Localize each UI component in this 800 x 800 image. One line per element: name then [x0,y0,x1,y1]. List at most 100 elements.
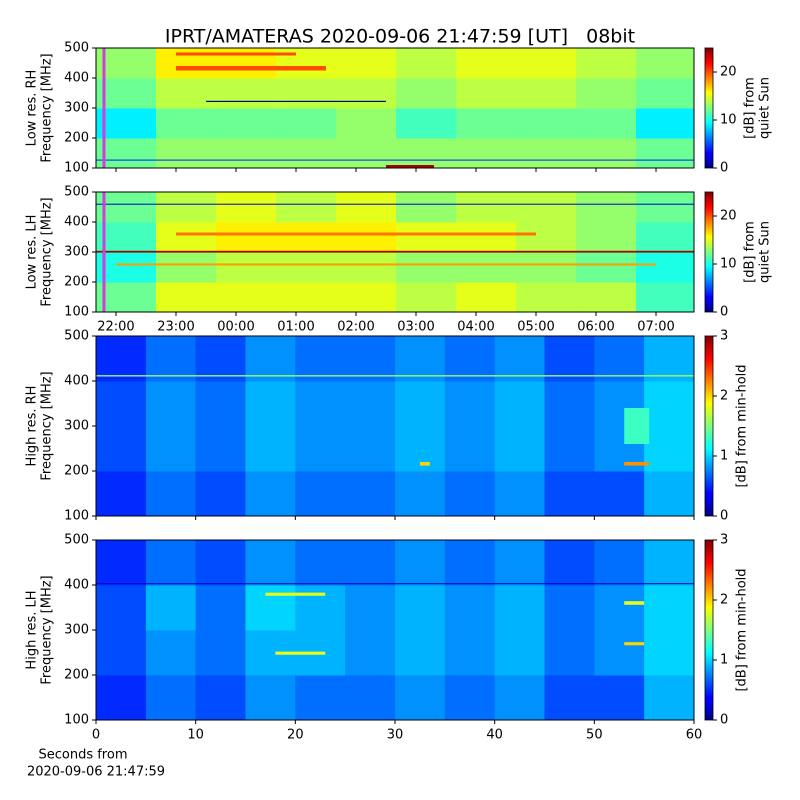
heatmap-cell [516,252,577,283]
colorbar-tick-label: 10 [720,257,737,272]
heatmap-cell [516,282,577,312]
heatmap-cell [245,540,296,586]
figure-title: IPRT/AMATERAS 2020-09-06 21:47:59 [UT] 0… [165,26,635,48]
heatmap-cell [636,222,694,253]
x-tick-label: 0 [92,728,100,743]
heatmap-cell [156,138,217,168]
heatmap-cell [576,78,637,109]
heatmap-cell [145,336,197,382]
heatmap-cell [276,252,337,283]
heatmap-cell [96,282,157,312]
y-tick-label: 400 [64,215,89,230]
colorbar-tick-label: 20 [720,209,737,224]
heatmap-cell [396,252,457,283]
heatmap-cell [245,471,296,516]
heatmap-cell [456,222,517,253]
heatmap-cell [395,381,446,427]
heatmap-cell [156,78,217,109]
y-axis-label: Frequency [MHz] [40,371,55,480]
colorbar-tick-label: 1 [720,653,728,668]
heatmap-cell [245,675,296,720]
colorbar-tick-label: 2 [720,593,728,608]
plot-area [96,192,694,312]
heatmap-cell [276,192,337,223]
heatmap-cell [644,381,694,427]
colorbar-tick-label: 3 [720,533,728,548]
spectral-band [96,583,694,585]
heatmap-cell [145,675,197,720]
heatmap-cell [576,282,637,312]
spectral-band [175,232,537,236]
heatmap-cell [444,381,496,427]
heatmap-cell [245,585,296,631]
heatmap-cell [456,192,517,223]
heatmap-cell [544,540,595,586]
heatmap-cell [494,675,545,720]
heatmap-cell [156,192,217,223]
heatmap-cell [395,336,446,382]
heatmap-cell [195,426,246,472]
y-tick-label: 500 [64,533,89,548]
heatmap-cell [216,192,277,223]
heatmap-cell [245,336,296,382]
heatmap-cell [636,48,694,79]
heatmap-cell [544,381,595,427]
spectral-band [265,592,326,596]
heatmap-cell [345,381,396,427]
spectral-band [624,642,645,646]
heatmap-cell [576,192,637,223]
heatmap-cell [145,630,197,676]
spectral-band [96,159,694,161]
heatmap-cell [96,630,147,676]
heatmap-cell [295,381,346,427]
heatmap-cell [594,471,645,516]
heatmap-cell [644,471,694,516]
heatmap-cell [396,222,457,253]
y-tick-label: 400 [64,578,89,593]
colorbar-label: quiet Sun [758,77,773,139]
heatmap-cell [576,252,637,283]
heatmap-cell [96,138,157,168]
y-axis-label: Frequency [MHz] [40,197,55,306]
y-tick-label: 300 [64,245,89,260]
plot-area [96,48,694,168]
spectral-band [275,651,326,655]
y-axis-label: Frequency [MHz] [40,53,55,162]
heatmap-cell [276,222,337,253]
colorbar-label: [dB] from [743,221,758,283]
heatmap-cell [345,336,396,382]
colorbar-tick-label: 0 [720,509,728,524]
colorbar-label: [dB] from [743,77,758,139]
heatmap-cell [494,471,545,516]
y-tick-label: 200 [64,668,89,683]
heatmap-cell [96,222,157,253]
heatmap-cell [195,585,246,631]
colorbar-tick-label: 10 [720,113,737,128]
heatmap-cell [195,675,246,720]
heatmap-cell [444,675,496,720]
colorbar-label: [dB] from min-hold [735,568,750,691]
heatmap-cell [516,192,577,223]
heatmap-cell [396,282,457,312]
heatmap-cell [276,108,337,139]
heatmap-cell [644,585,694,631]
heatmap-cell [456,138,517,168]
x-tick-label: 50 [586,728,603,743]
heatmap-cell [594,540,645,586]
spectral-band [96,203,694,205]
heatmap-cell [644,336,694,382]
heatmap-cell [456,282,517,312]
heatmap-cell [195,336,246,382]
colorbar-tick-label: 3 [720,329,728,344]
heatmap-cell [295,585,346,631]
spectral-band [96,375,694,377]
heatmap-cell [276,138,337,168]
colorbar [704,539,714,721]
x-tick-label: 23:00 [157,320,194,335]
heatmap-cell [145,540,197,586]
heatmap-cell [594,336,645,382]
heatmap-cell [345,675,396,720]
spectral-band [205,100,386,102]
x-tick-label: 00:00 [217,320,254,335]
heatmap-cell [396,48,457,79]
